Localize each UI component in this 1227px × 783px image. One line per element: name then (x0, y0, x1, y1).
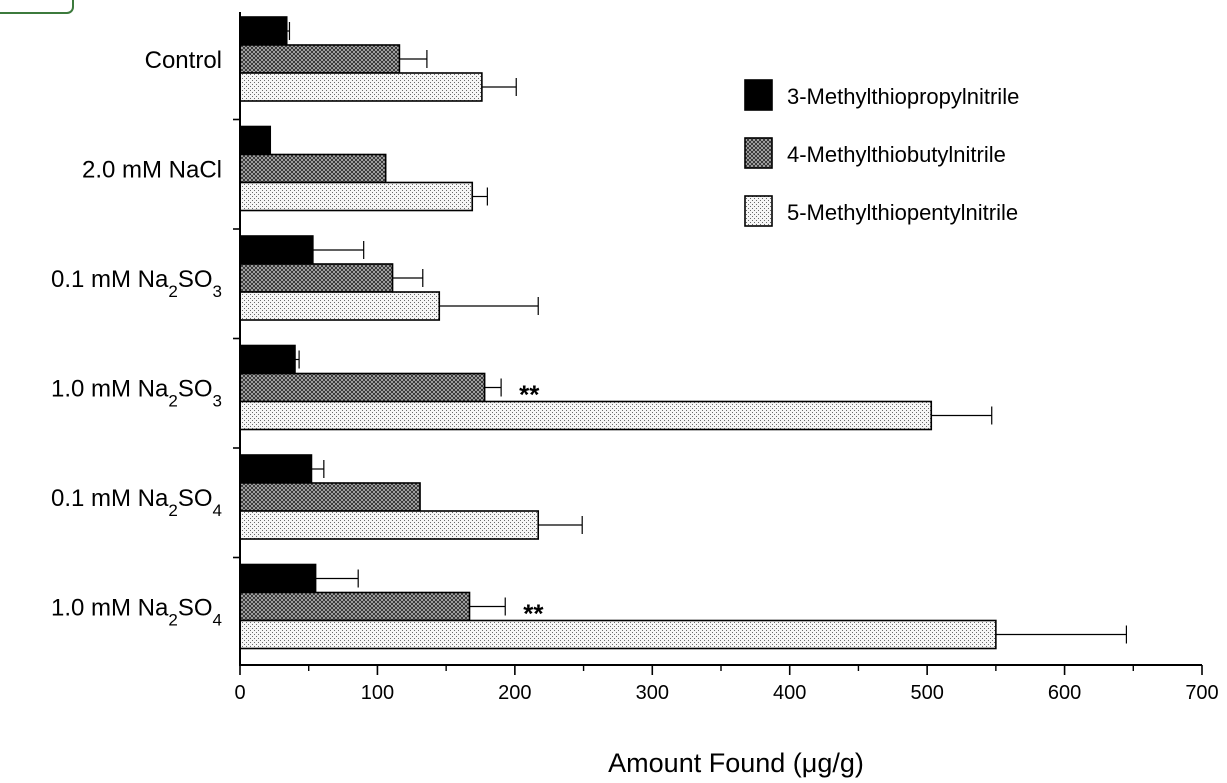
x-tick-label: 500 (910, 682, 943, 704)
bar-1-4 (239, 482, 421, 512)
significance-marker-0: ** (519, 380, 540, 410)
labels-layer: Control 2.0 mM NaCl 0.1 mM Na2SO3 1.0 mM Na… (51, 47, 544, 629)
bar-0-3 (239, 344, 296, 375)
bar-0-1 (239, 125, 272, 156)
bar-1-2 (239, 263, 394, 293)
bar-2-1 (239, 181, 474, 212)
category-label: 2.0 mM NaCl (82, 157, 222, 184)
bar-1-0 (239, 44, 401, 74)
legend-swatch-1 (744, 137, 773, 169)
bar-0-2 (239, 235, 314, 265)
bar-1-3 (239, 372, 486, 403)
legend-swatch-2 (744, 195, 773, 227)
bar-0-0 (239, 16, 288, 46)
bars-layer (239, 16, 1128, 650)
bar-0-4 (239, 454, 313, 484)
category-label: Control (145, 47, 222, 74)
corner-tab (0, 0, 74, 14)
x-tick-label: 400 (773, 682, 806, 704)
x-tick-label: 100 (361, 682, 394, 704)
x-tick-label: 200 (498, 682, 531, 704)
x-axis-title: Amount Found (μg/g) (608, 748, 864, 778)
x-tick-label: 300 (636, 682, 669, 704)
significance-marker-1: ** (523, 599, 544, 629)
bar-2-3 (239, 400, 933, 431)
legend-label-0: 3-Methylthiopropylnitrile (787, 84, 1019, 109)
bar-1-1 (239, 153, 387, 184)
legend-label-1: 4-Methylthiobutylnitrile (787, 142, 1006, 167)
category-label: 0.1 mM Na2SO4 (51, 485, 222, 520)
x-tick-label: 700 (1185, 682, 1218, 704)
x-tick-label: 600 (1048, 682, 1081, 704)
legend-label-2: 5-Methylthiopentylnitrile (787, 200, 1018, 225)
category-label: 1.0 mM Na2SO3 (51, 376, 222, 411)
x-tick-label: 0 (234, 682, 245, 704)
category-label: 1.0 mM Na2SO4 (51, 595, 222, 630)
bar-2-5 (239, 619, 997, 650)
bar-2-4 (239, 510, 540, 540)
bar-1-5 (239, 591, 471, 622)
bar-0-5 (239, 563, 317, 594)
legend: 3-Methylthiopropylnitrile 4-Methylthiobut… (744, 79, 1019, 227)
bar-2-2 (239, 291, 441, 321)
legend-swatch-0 (744, 79, 773, 111)
axis-layer: 0 100 200 300 400 500 600 700 (233, 12, 1219, 704)
bar-2-0 (239, 72, 483, 102)
category-label: 0.1 mM Na2SO3 (51, 266, 222, 301)
